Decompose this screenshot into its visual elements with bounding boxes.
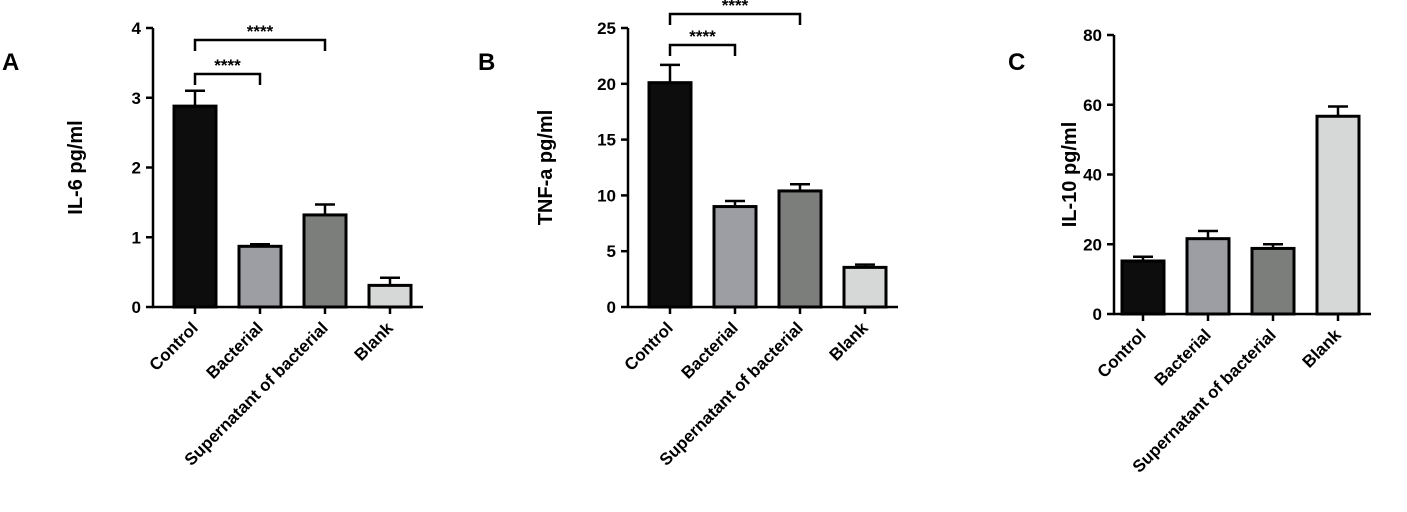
bar-blank [367,283,413,309]
bar-supernatant-of-bacterial [1250,246,1296,316]
y-tick-label: 4 [132,19,142,38]
y-axis-label: IL-6 pg/ml [65,120,87,214]
x-tick-label: Blank [1299,325,1346,372]
y-tick-label: 0 [607,298,616,317]
y-tick-label: 60 [1083,96,1102,115]
x-tick-label: Bacterial [678,318,742,382]
panel-letter: A [2,49,19,76]
bar-control [1120,259,1166,316]
y-tick-label: 5 [607,242,616,261]
bar-bacterial [237,244,283,309]
y-tick-label: 0 [132,298,141,317]
y-tick-label: 15 [597,131,616,150]
x-tick-label: Control [621,318,677,374]
y-tick-label: 1 [132,228,141,247]
significance-bracket [193,72,262,85]
bar-blank [842,265,888,309]
y-tick-label: 10 [597,186,616,205]
bar-blank [1315,114,1361,316]
y-axis-label: IL-10 pg/ml [1059,122,1081,228]
x-tick-label: Bacterial [203,318,267,382]
significance-label: **** [247,22,274,41]
x-tick-label: Bacterial [1151,325,1215,389]
bar-control [172,104,218,309]
y-tick-label: 3 [132,89,141,108]
bar-control [647,81,693,309]
x-tick-label: Control [146,318,202,374]
y-tick-label: 20 [597,75,616,94]
panel-letter: B [478,49,495,76]
significance-label: **** [214,56,241,75]
y-tick-label: 2 [132,159,141,178]
significance-label: **** [722,0,749,15]
significance-bracket [668,43,737,56]
bar-supernatant-of-bacterial [777,189,823,309]
significance-bracket [193,38,327,51]
bar-bacterial [712,205,758,309]
y-tick-label: 25 [597,19,616,38]
significance-label: **** [689,27,716,46]
bar-bacterial [1185,237,1231,316]
y-tick-label: 80 [1083,26,1102,45]
x-tick-label: Blank [351,318,398,365]
y-axis-label: TNF-a pg/ml [535,110,557,226]
bar-supernatant-of-bacterial [302,213,348,309]
y-tick-label: 40 [1083,166,1102,185]
significance-bracket [668,12,802,25]
y-tick-label: 0 [1093,305,1102,324]
panel-letter: C [1008,49,1025,76]
y-tick-label: 20 [1083,235,1102,254]
x-tick-label: Control [1094,325,1150,381]
x-tick-label: Blank [826,318,873,365]
